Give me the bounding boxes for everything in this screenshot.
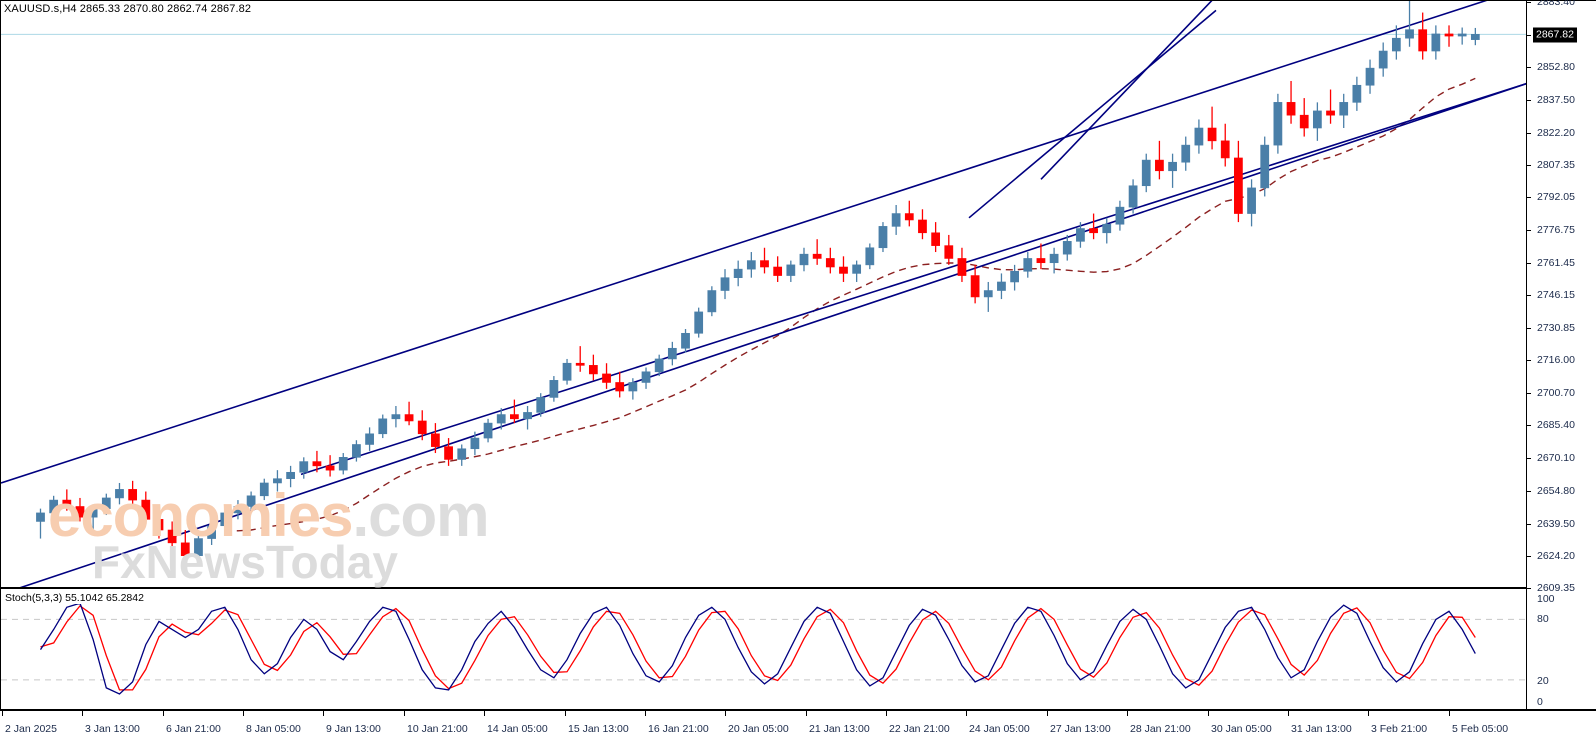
price-axis-tick (1527, 588, 1531, 589)
time-axis-tick (1449, 711, 1450, 716)
time-axis-label: 20 Jan 05:00 (728, 723, 789, 735)
time-axis-label: 27 Jan 13:00 (1050, 723, 1111, 735)
time-axis-tick (806, 711, 807, 716)
time-axis-label: 8 Jan 05:00 (246, 723, 301, 735)
time-axis-tick (1047, 711, 1048, 716)
time-axis-tick (1288, 711, 1289, 716)
time-axis-tick (484, 711, 485, 716)
price-axis-label: 2822.20 (1537, 126, 1575, 139)
price-axis-label: 2746.15 (1537, 289, 1575, 302)
price-axis-tick (1527, 262, 1531, 264)
time-axis-tick (1127, 711, 1128, 716)
price-axis-label: 2837.50 (1537, 94, 1575, 107)
time-axis-label: 9 Jan 13:00 (326, 723, 381, 735)
time-axis-label: 10 Jan 21:00 (407, 723, 468, 735)
time-axis-tick (565, 711, 566, 716)
time-axis-tick (1208, 711, 1209, 716)
time-axis-tick (1368, 711, 1369, 716)
time-axis-tick (243, 711, 244, 716)
price-axis-label: 2807.35 (1537, 158, 1575, 171)
time-axis[interactable]: 2 Jan 2025 3 Jan 13:00 6 Jan 21:00 8 Jan 05… (0, 710, 1596, 743)
time-axis-label: 5 Feb 05:00 (1452, 723, 1509, 735)
price-axis-tick (1527, 556, 1531, 558)
time-axis-tick (2, 711, 3, 716)
oscillator-plot-area[interactable] (1, 589, 1526, 709)
price-axis-tick (1527, 100, 1531, 102)
price-axis-tick (1527, 458, 1531, 460)
time-axis-label: 3 Jan 13:00 (85, 723, 140, 735)
time-axis-label: 14 Jan 05:00 (487, 723, 548, 735)
price-axis-tick (1527, 67, 1531, 69)
price-axis-label: 2883.40 (1537, 0, 1575, 8)
price-axis-label: 2700.70 (1537, 386, 1575, 399)
price-candlestick-svg (1, 1, 1526, 587)
price-axis-tick (1527, 523, 1531, 525)
time-axis-label: 30 Jan 05:00 (1211, 723, 1272, 735)
time-axis-tick (404, 711, 405, 716)
time-axis-label: 2 Jan 2025 (5, 723, 57, 735)
oscillator-axis-label: 80 (1537, 613, 1549, 626)
price-axis-tick (1527, 295, 1531, 297)
price-axis-label: 2776.75 (1537, 224, 1575, 237)
price-axis-tick (1527, 2, 1531, 3)
price-axis-label: 2761.45 (1537, 256, 1575, 269)
time-axis-label: 21 Jan 13:00 (809, 723, 870, 735)
price-axis-tick (1527, 197, 1531, 199)
price-axis-tick (1527, 490, 1531, 492)
time-axis-tick (966, 711, 967, 716)
price-axis-tick (1527, 164, 1531, 166)
time-axis-label: 16 Jan 21:00 (648, 723, 709, 735)
price-axis[interactable]: 2883.40 2867.82 2852.80 2837.50 2822.20 2807.… (1527, 0, 1596, 710)
stochastic-lines-svg (1, 602, 1526, 695)
price-axis-tick (1527, 328, 1531, 330)
price-axis-label: 2716.00 (1537, 353, 1575, 366)
price-axis-label: 2624.20 (1537, 550, 1575, 563)
stochastic-oscillator-panel[interactable] (0, 588, 1527, 710)
time-axis-label: 31 Jan 13:00 (1291, 723, 1352, 735)
price-axis-tick (1527, 35, 1531, 37)
time-axis-tick (645, 711, 646, 716)
price-axis-label: 2654.80 (1537, 484, 1575, 497)
price-axis-label: 2609.35 (1537, 582, 1575, 594)
price-axis-tick (1527, 392, 1531, 394)
time-axis-label: 3 Feb 21:00 (1371, 723, 1428, 735)
time-axis-label: 15 Jan 13:00 (568, 723, 629, 735)
price-axis-tick (1527, 425, 1531, 427)
oscillator-axis-label: 100 (1537, 592, 1555, 605)
time-axis-label: 24 Jan 05:00 (969, 723, 1030, 735)
time-axis-tick (725, 711, 726, 716)
oscillator-axis-label: 20 (1537, 675, 1549, 688)
time-axis-label: 28 Jan 21:00 (1130, 723, 1191, 735)
oscillator-axis-label: 0 (1537, 696, 1543, 708)
price-axis-label: 2670.10 (1537, 452, 1575, 465)
price-axis-tick (1527, 132, 1531, 134)
current-price-label: 2867.82 (1533, 27, 1577, 43)
price-axis-label: 2639.50 (1537, 517, 1575, 530)
time-axis-tick (82, 711, 83, 716)
price-axis-label: 2852.80 (1537, 61, 1575, 74)
price-axis-tick (1527, 230, 1531, 232)
time-axis-tick (163, 711, 164, 716)
price-chart-panel[interactable] (0, 0, 1527, 588)
price-axis-tick (1527, 359, 1531, 361)
price-axis-label: 2685.40 (1537, 419, 1575, 432)
time-axis-label: 22 Jan 21:00 (889, 723, 950, 735)
price-axis-label: 2792.05 (1537, 191, 1575, 204)
oscillator-label: Stoch(5,3,3) 55.1042 65.2842 (4, 592, 145, 604)
time-axis-tick (323, 711, 324, 716)
time-axis-label: 6 Jan 21:00 (166, 723, 221, 735)
time-axis-tick (886, 711, 887, 716)
chart-header-quote: XAUUSD.s,H4 2865.33 2870.80 2862.74 2867… (4, 3, 252, 15)
price-plot-area[interactable] (1, 1, 1526, 587)
price-axis-label: 2730.85 (1537, 322, 1575, 335)
